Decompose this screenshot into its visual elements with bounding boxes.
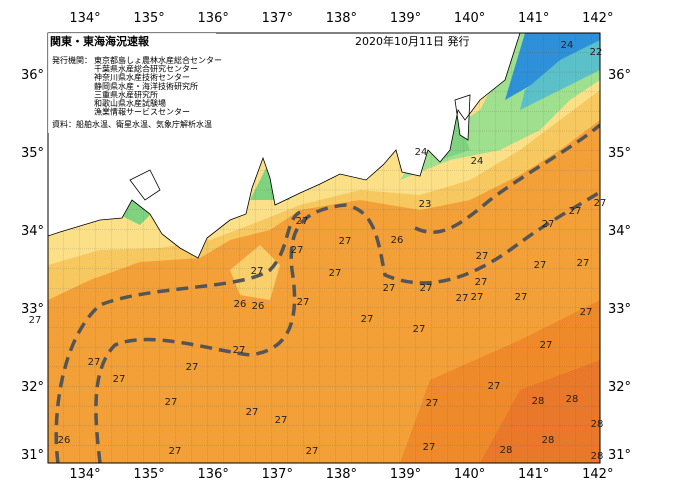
- lon-label: 135°: [133, 11, 164, 26]
- lat-label: 35°: [21, 146, 44, 161]
- contour-label: 22: [590, 47, 603, 58]
- contour-label: 27: [383, 283, 396, 294]
- publisher: 神奈川県水産技術センター: [94, 72, 190, 82]
- contour-label: 27: [165, 397, 178, 408]
- lat-label: 34°: [21, 224, 44, 239]
- title: 関東・東海海況速報: [50, 34, 150, 48]
- contour-label: 27: [540, 340, 553, 351]
- publisher: 東京都島しょ農林水産総合センター: [94, 55, 222, 65]
- contour-label: 27: [515, 292, 528, 303]
- contour-label: 27: [339, 236, 352, 247]
- contour-label: 27: [423, 442, 436, 453]
- lon-label: 139°: [390, 467, 421, 482]
- contour-label: 26: [252, 301, 265, 312]
- contour-label: 27: [275, 415, 288, 426]
- publisher: 静岡県水産・海洋技術研究所: [94, 81, 198, 91]
- contour-label: 27: [475, 277, 488, 288]
- publisher: 三重県水産研究所: [94, 89, 158, 99]
- contour-label: 27: [246, 407, 259, 418]
- contour-label: 27: [413, 324, 426, 335]
- contour-label: 28: [500, 445, 513, 456]
- contour-label: 27: [306, 446, 319, 457]
- lon-label: 140°: [454, 467, 485, 482]
- contour-label: 27: [456, 293, 469, 304]
- contour-label: 28: [542, 435, 555, 446]
- contour-label: 27: [542, 219, 555, 230]
- lon-label: 142°: [582, 11, 613, 26]
- contour-label: 28: [532, 396, 545, 407]
- lon-label: 141°: [518, 11, 549, 26]
- contour-label: 27: [426, 398, 439, 409]
- contour-label: 27: [169, 446, 182, 457]
- lat-label: 33°: [21, 302, 44, 317]
- lon-label: 134°: [69, 11, 100, 26]
- lon-label: 140°: [454, 11, 485, 26]
- lon-label: 137°: [262, 11, 293, 26]
- lon-label: 135°: [133, 467, 164, 482]
- lon-label: 136°: [198, 467, 229, 482]
- lat-label: 34°: [608, 224, 631, 239]
- contour-label: 28: [591, 419, 604, 430]
- contour-label: 26: [234, 299, 247, 310]
- contour-label: 27: [580, 307, 593, 318]
- contour-label: 27: [329, 268, 342, 279]
- lat-label: 32°: [21, 380, 44, 395]
- contour-label: 24: [415, 147, 428, 158]
- date: 2020年10月11日 発行: [355, 34, 470, 48]
- lon-label: 134°: [69, 467, 100, 482]
- contour-label: 27: [29, 315, 42, 326]
- contour-label: 27: [297, 297, 310, 308]
- lon-label: 141°: [518, 467, 549, 482]
- publisher: 漁業情報サービスセンター: [94, 107, 190, 117]
- source: 資料：船舶水温、衛星水温、気象庁解析水温: [52, 119, 212, 129]
- lat-label: 31°: [608, 448, 631, 463]
- contour-label: 27: [577, 258, 590, 269]
- lat-label: 33°: [608, 302, 631, 317]
- contour-label: 27: [186, 362, 199, 373]
- lon-label: 137°: [262, 467, 293, 482]
- lon-label: 136°: [198, 11, 229, 26]
- lon-label: 139°: [390, 11, 421, 26]
- contour-label: 28: [566, 394, 579, 405]
- contour-label: 26: [391, 235, 404, 246]
- publisher: 千葉県水産総合研究センター: [94, 64, 198, 74]
- contour-label: 24: [471, 156, 484, 167]
- lon-label: 142°: [582, 467, 613, 482]
- contour-label: 27: [296, 216, 309, 227]
- contour-label: 27: [488, 381, 501, 392]
- lat-label: 31°: [21, 448, 44, 463]
- lat-label: 36°: [21, 68, 44, 83]
- lon-label: 138°: [326, 11, 357, 26]
- contour-label: 27: [476, 251, 489, 262]
- axes: 134° 134° 135° 135° 136° 136° 137° 137° 138° 138°…: [21, 11, 631, 482]
- contour-label: 23: [419, 199, 432, 210]
- lon-label: 138°: [326, 467, 357, 482]
- contour-label: 27: [88, 357, 101, 368]
- contour-labels: 24 22 24 24 23 26 27 27 27 27 27 27 27 27 27 27 27 27 27 27…: [29, 40, 607, 462]
- contour-label: 27: [594, 198, 607, 209]
- contour-label: 27: [569, 206, 582, 217]
- contour-label: 27: [291, 245, 304, 256]
- contour-label: 26: [58, 435, 71, 446]
- contour-label: 27: [113, 374, 126, 385]
- contour-label: 27: [420, 283, 433, 294]
- contour-label: 27: [361, 314, 374, 325]
- contour-label: 27: [471, 292, 484, 303]
- contour-label: 28: [591, 451, 604, 462]
- publisher: 和歌山県水産試験場: [94, 98, 166, 108]
- lat-label: 36°: [608, 68, 631, 83]
- lat-label: 35°: [608, 146, 631, 161]
- contour-label: 24: [561, 40, 574, 51]
- publisher-label: 発行機関：: [52, 55, 92, 65]
- contour-label: 27: [233, 345, 246, 356]
- contour-label: 27: [251, 266, 264, 277]
- contour-label: 27: [534, 260, 547, 271]
- lat-label: 32°: [608, 380, 631, 395]
